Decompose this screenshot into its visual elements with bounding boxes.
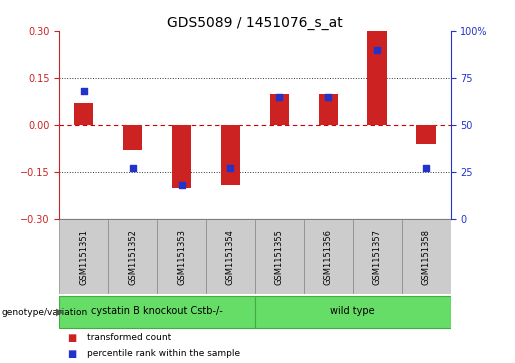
Point [422,165,430,171]
Text: GSM1151354: GSM1151354 [226,229,235,285]
Bar [255,219,304,294]
Text: genotype/variation: genotype/variation [1,307,87,317]
Text: GSM1151358: GSM1151358 [422,229,431,285]
Bar [402,219,451,294]
Text: percentile rank within the sample: percentile rank within the sample [87,350,240,359]
Text: GSM1151352: GSM1151352 [128,229,137,285]
Bar [123,125,142,150]
Bar [59,219,108,294]
Bar [367,31,387,125]
Text: GSM1151353: GSM1151353 [177,229,186,285]
Bar [304,219,353,294]
Text: ■: ■ [67,349,76,359]
Bar [255,296,451,328]
Text: transformed count: transformed count [87,333,171,342]
Text: wild type: wild type [331,306,375,316]
Text: ■: ■ [67,333,76,343]
Bar [108,219,157,294]
Bar [59,296,255,328]
Point [79,88,88,94]
Bar [416,125,436,144]
Point [373,47,381,53]
Bar [171,125,191,188]
Point [177,182,185,188]
Bar [318,94,338,125]
Point [324,94,333,99]
Title: GDS5089 / 1451076_s_at: GDS5089 / 1451076_s_at [167,16,343,30]
Point [226,165,234,171]
Bar [353,219,402,294]
Bar [157,219,206,294]
Point [129,165,137,171]
Text: GSM1151356: GSM1151356 [324,229,333,285]
Bar [269,94,289,125]
Text: GSM1151357: GSM1151357 [373,229,382,285]
Point [275,94,283,99]
Text: GSM1151355: GSM1151355 [275,229,284,285]
Bar [74,103,94,125]
Bar [206,219,255,294]
Bar [220,125,240,184]
Text: GSM1151351: GSM1151351 [79,229,88,285]
Text: cystatin B knockout Cstb-/-: cystatin B knockout Cstb-/- [91,306,223,316]
Text: ▶: ▶ [56,307,63,317]
